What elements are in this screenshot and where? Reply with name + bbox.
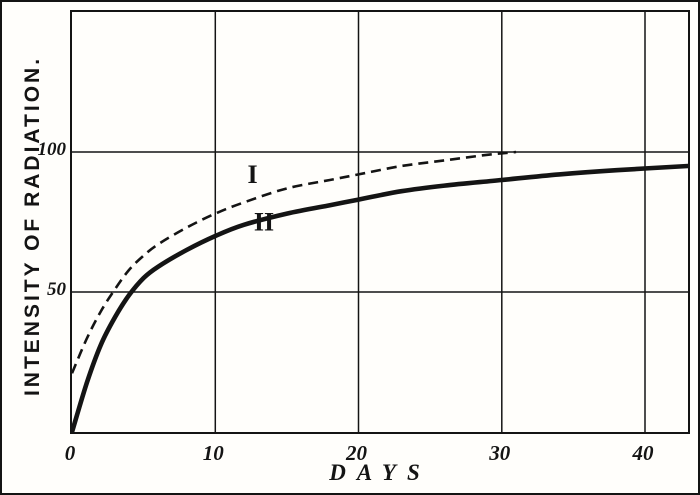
curve-I	[72, 150, 517, 374]
plot-area: I II	[70, 10, 690, 434]
chart-canvas: III	[72, 12, 688, 432]
x-axis-title: DAYS	[329, 460, 431, 485]
series-label-I: I	[247, 160, 257, 189]
series-label-II: II	[254, 207, 274, 236]
y-axis-title: INTENSITY OF RADIATION.	[21, 55, 44, 397]
curve-II	[72, 163, 688, 432]
y-tick-label-50: 50	[47, 279, 66, 300]
